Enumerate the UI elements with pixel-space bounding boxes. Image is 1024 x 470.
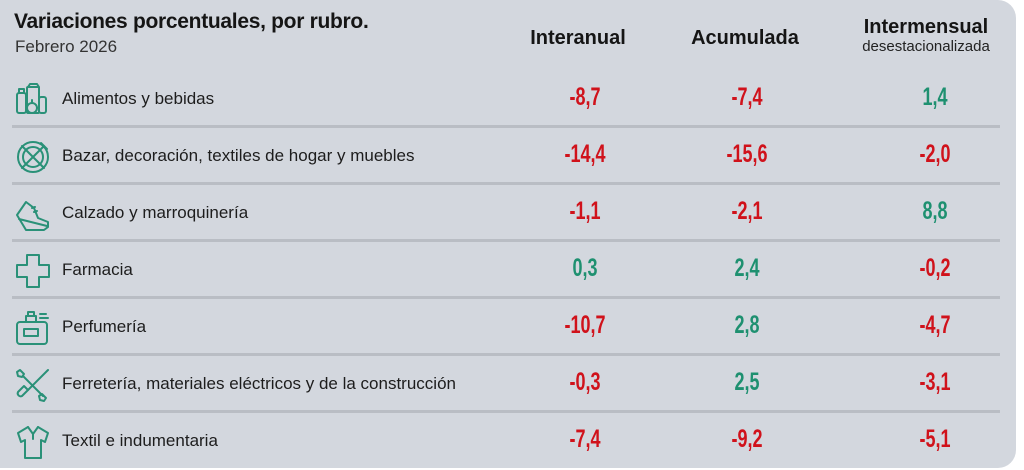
plate-cutlery-icon: [14, 138, 52, 176]
category-label: Alimentos y bebidas: [62, 89, 215, 108]
value-intermensual: -4,7: [919, 311, 951, 339]
perfume-bottle-icon: [14, 309, 52, 347]
table-row: Bazar, decoración, textiles de hogar y m…: [12, 128, 1000, 185]
groceries-icon: [14, 81, 52, 119]
column-header-acumulada: Acumulada: [680, 27, 810, 50]
value-acumulada: 2,4: [734, 254, 760, 282]
column-header-interanual: Interanual: [518, 27, 638, 50]
value-intermensual: 8,8: [922, 197, 948, 225]
table-row: Textil e indumentaria -7,4 -9,2 -5,1: [12, 413, 1000, 470]
value-interanual: -8,7: [569, 83, 601, 111]
pharmacy-cross-icon: [14, 252, 52, 290]
value-interanual: -10,7: [564, 311, 606, 339]
value-acumulada: -15,6: [726, 140, 768, 168]
value-intermensual: -5,1: [919, 425, 951, 453]
row-divider: [12, 353, 1000, 356]
category-label: Bazar, decoración, textiles de hogar y m…: [62, 146, 415, 165]
value-intermensual: -3,1: [919, 368, 951, 396]
table-row: Calzado y marroquinería -1,1 -2,1 8,8: [12, 185, 1000, 242]
category-label: Textil e indumentaria: [62, 431, 218, 450]
value-acumulada: -2,1: [731, 197, 763, 225]
row-divider: [12, 125, 1000, 128]
table-row: Farmacia 0,3 2,4 -0,2: [12, 242, 1000, 299]
category-label: Perfumería: [62, 317, 147, 336]
category-label: Farmacia: [62, 260, 133, 279]
column-header-label: Acumulada: [691, 27, 799, 49]
page-title: Variaciones porcentuales, por rubro.: [14, 10, 369, 33]
tools-icon: [14, 366, 52, 404]
category-label: Calzado y marroquinería: [62, 203, 249, 222]
column-header-sublabel: desestacionalizada: [862, 38, 990, 55]
column-header-label: Intermensual: [863, 16, 989, 38]
row-divider: [12, 296, 1000, 299]
table-row: Perfumería -10,7 2,8 -4,7: [12, 299, 1000, 356]
value-intermensual: -2,0: [919, 140, 951, 168]
value-interanual: -0,3: [569, 368, 601, 396]
column-header-label: Interanual: [530, 27, 626, 49]
value-acumulada: -7,4: [731, 83, 763, 111]
value-acumulada: 2,5: [734, 368, 760, 396]
table-row: Ferretería, materiales eléctricos y de l…: [12, 356, 1000, 413]
value-interanual: -7,4: [569, 425, 601, 453]
value-intermensual: 1,4: [922, 83, 948, 111]
row-divider: [12, 410, 1000, 413]
row-divider: [12, 182, 1000, 185]
column-header-intermensual: Intermensual desestacionalizada: [836, 16, 1016, 55]
value-acumulada: -9,2: [731, 425, 763, 453]
sneaker-icon: [14, 195, 52, 233]
page-subtitle: Febrero 2026: [15, 37, 118, 56]
value-interanual: -14,4: [564, 140, 606, 168]
value-intermensual: -0,2: [919, 254, 951, 282]
row-divider: [12, 239, 1000, 242]
shirt-icon: [14, 423, 52, 461]
category-label: Ferretería, materiales eléctricos y de l…: [62, 374, 456, 393]
value-acumulada: 2,8: [734, 311, 760, 339]
table-row: Alimentos y bebidas -8,7 -7,4 1,4: [12, 71, 1000, 128]
value-interanual: 0,3: [572, 254, 598, 282]
value-interanual: -1,1: [569, 197, 601, 225]
